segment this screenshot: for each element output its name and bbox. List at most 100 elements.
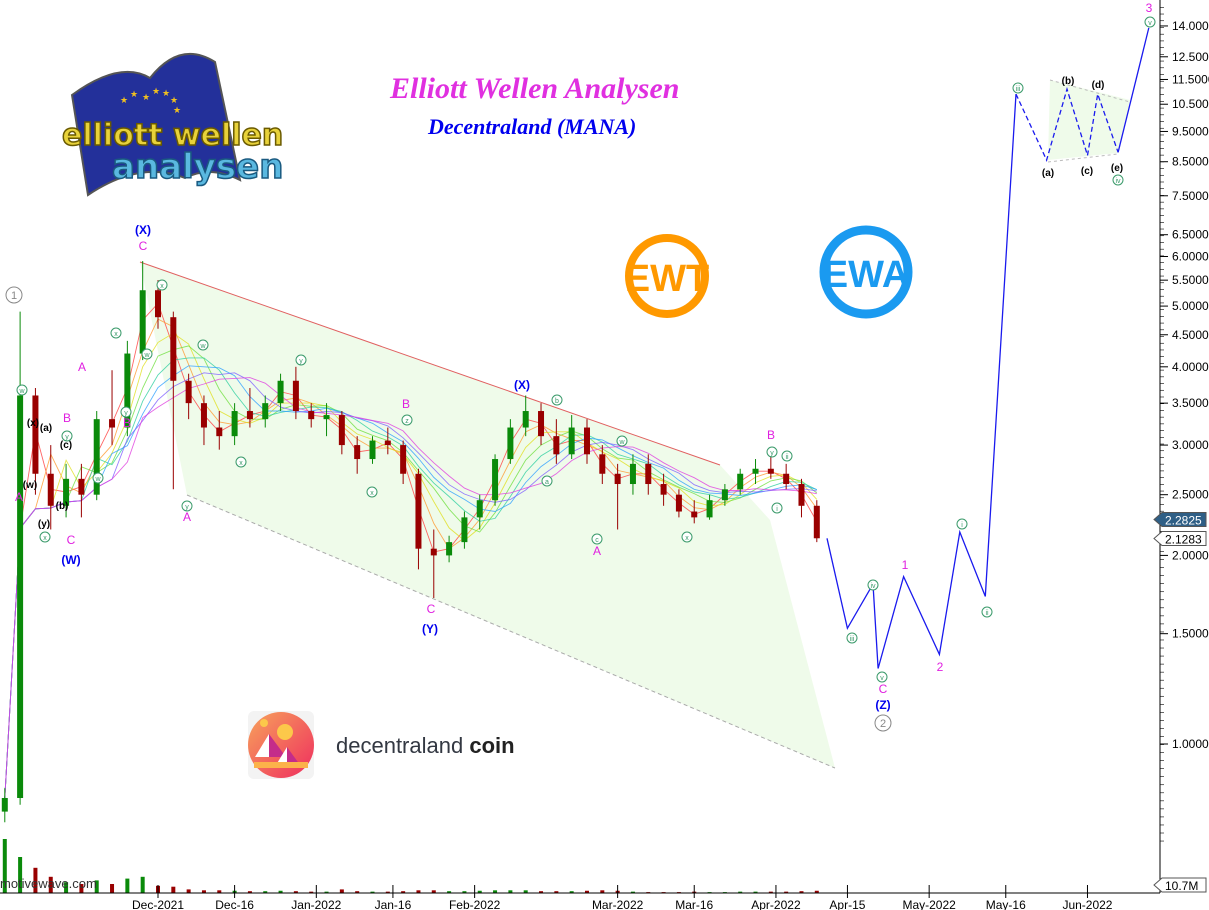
wave-label: (X) [514,378,530,392]
candle-body [323,415,330,420]
wave-label: i [776,506,778,513]
volume-bar [171,886,176,893]
svg-text:★: ★ [152,86,160,96]
y-tick-label: 11.5000 [1172,72,1209,86]
volume-bar [493,890,498,893]
candle-body [660,484,667,495]
candle-body [1,797,8,812]
wave-label: B [402,397,410,411]
wave-label: (a) [40,423,52,434]
volume-bar [554,891,559,893]
svg-text:EWA: EWA [823,254,910,296]
candle-body [216,427,223,437]
wave-label: iv [870,583,876,590]
x-tick-label: Mar-16 [675,898,713,910]
candle-body [308,411,315,420]
ma-line-8 [4,372,817,799]
wave-label-circle [1012,82,1024,94]
volume-bar [339,889,344,893]
ma-line-7 [4,365,817,799]
candle-body [292,380,299,412]
candle-body [400,445,407,474]
y-tick-label: 5.0000 [1172,299,1209,313]
brand-logo-text-2: analysen [112,147,283,187]
wave-label: (y) [38,519,50,530]
candle-body [706,500,713,518]
wave-label: A [15,490,23,504]
candle-body [752,468,759,474]
wave-label: w [199,343,206,350]
y-tick-label: 14.0000 [1172,19,1209,33]
wave-label: (c) [1081,166,1093,177]
volume-bar [140,876,145,893]
volume-bar [799,891,804,893]
wave-label: C [67,533,76,547]
wave-label: b [555,398,559,405]
channel-upper-line [139,261,721,466]
wave-label: (x) [27,418,39,429]
wave-label: A [78,360,86,374]
candle-body [783,473,790,485]
wave-label: v [880,675,884,682]
candle-body [767,468,774,474]
wave-label-circle [235,456,247,468]
volume-bar [431,890,436,893]
wave-label: x [114,331,118,338]
candle-body [32,395,39,474]
candle-body [737,473,744,490]
ewt-logo: EWT [625,234,709,318]
triangle-upper [1049,79,1131,103]
x-tick-label: May-2022 [902,898,956,910]
wave-label: C [139,239,148,253]
wave-label-circle [771,502,783,514]
volume-bar [738,891,743,893]
wave-label-circle [591,533,603,545]
y-tick-label: 6.5000 [1172,228,1209,242]
wave-label: y [65,434,69,441]
ma-line-4 [4,332,818,799]
wave-label: x [160,283,164,290]
candle-body [721,489,728,501]
wave-label-circle [541,475,553,487]
candle-body [78,478,85,495]
volume-bar [385,891,390,893]
volume-bar [508,890,513,893]
candle-body [446,542,453,556]
volume-bar [278,890,283,893]
wave-label: (w) [23,480,37,491]
volume-bar [768,891,773,893]
wave-label-circle [295,354,307,366]
wave-label: i [961,522,963,529]
x-tick-label: Mar-2022 [592,898,644,910]
wave-label: (W) [61,553,80,567]
wave-label: w [94,476,101,483]
wave-label-circle [141,348,153,360]
reference-price-tag: 2.1283 [1165,532,1202,546]
candle-body [415,473,422,549]
y-tick-label: 1.0000 [1172,737,1209,751]
wave-label: C [427,602,436,616]
wave-label: B [123,416,131,430]
wave-label-circle [981,606,993,618]
volume-bar [416,890,421,893]
channel [139,79,1131,769]
wave-label: B [63,411,71,425]
candle-body [599,454,606,474]
candle-body [139,290,146,354]
volume-bar [309,891,314,893]
x-tick-label: May-16 [986,898,1026,910]
svg-text:★: ★ [173,105,181,115]
wave-label: iii [1016,86,1021,93]
svg-text:EWT: EWT [625,258,709,300]
wave-label: 1 [902,558,909,572]
wave-label-circle [401,414,413,426]
y-tick-label: 9.5000 [1172,124,1209,138]
volume-bar [539,891,544,893]
volume-bar [569,891,574,893]
volume-bar [630,891,635,893]
y-tick-label: 4.0000 [1172,360,1209,374]
candle-body [507,427,514,460]
candle-body [384,440,391,446]
wave-label-circle [120,406,132,418]
candle-body [538,411,545,437]
